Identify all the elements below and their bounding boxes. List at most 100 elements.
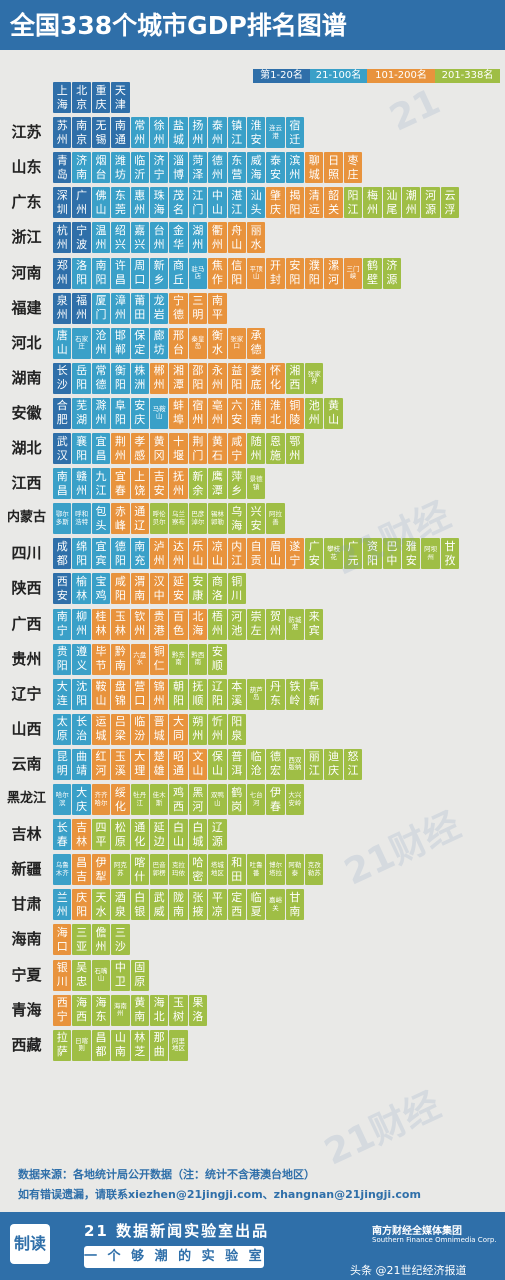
city-cell: 娄底 [246,362,266,394]
city-cell: 舟山 [227,222,246,254]
city-cell: 赣州 [72,468,91,500]
city-cell: 三门峡 [343,257,363,289]
city-cell: 白城 [188,819,208,851]
city-cell: 昆明 [53,748,72,780]
city-cell: 信阳 [227,257,246,289]
city-cell: 青岛 [53,152,72,184]
city-cell: 资阳 [363,538,382,570]
city-cell: 鄂尔 多斯 [53,503,72,535]
city-cell: 邵阳 [188,362,208,394]
city-cell: 贺州 [266,608,285,640]
city-cell: 克拉 玛依 [169,854,188,886]
city-cell: 银川 [53,959,72,991]
city-cell: 怒江 [343,748,363,780]
city-cell: 铁岭 [285,678,305,710]
city-cell: 许昌 [111,257,130,289]
city-cell: 德宏 [266,748,285,780]
city-cell: 随州 [246,433,266,464]
city-cell: 双鸭山 [208,784,227,815]
city-cell: 喀什 [130,854,149,886]
city-cell: 阳江 [343,187,363,219]
city-cell: 昌吉 [72,854,91,886]
city-cell: 七台河 [246,784,266,815]
city-cell: 商洛 [208,573,227,605]
city-cell: 开封 [266,257,285,289]
city-cell: 梧州 [208,608,227,640]
city-cell: 扬州 [188,117,208,149]
city-cell: 潮州 [402,187,421,219]
city-cell: 宁德 [169,292,188,324]
city-cell: 宜昌 [91,433,111,464]
city-cell: 葫芦岛 [246,678,266,710]
city-cell: 临夏 [246,889,266,921]
city-cell: 株洲 [130,362,149,394]
province-label: 河南 [11,263,42,282]
city-cell: 黔西南 [188,643,208,675]
city-cell: 海西 [72,994,91,1026]
province-label: 湖南 [11,368,42,387]
province-label: 浙江 [11,228,42,247]
city-cell: 南通 [111,117,130,149]
city-cell: 黄石 [208,433,227,464]
city-cell: 四平 [91,819,111,851]
city-cell: 绍兴 [111,222,130,254]
city-cell: 枣庄 [343,152,363,184]
city-cell: 中山 [208,187,227,219]
city-cell: 湖州 [188,222,208,254]
city-cell: 榆林 [72,573,91,605]
city-cell: 克孜 勒苏 [305,854,324,886]
city-cell: 清远 [305,187,324,219]
city-cell: 日喀则 [72,1029,91,1061]
city-cell: 河池 [227,608,246,640]
city-cell: 兰州 [53,889,72,921]
city-cell: 鞍山 [91,678,111,710]
city-cell: 贵阳 [53,643,72,675]
city-cell: 柳州 [72,608,91,640]
city-cell: 海东 [91,994,111,1026]
city-cell: 百色 [169,608,188,640]
city-cell: 茂名 [169,187,188,219]
bottom-banner: 制读 21 数据新闻实验室出品 一 个 够 潮 的 实 验 室 南方财经全媒体集… [0,1212,505,1280]
province-label: 青海 [11,1000,42,1019]
city-cell: 儋州 [91,924,111,956]
city-cell: 驻马店 [188,257,208,289]
province-label: 江西 [11,474,42,493]
city-cell: 大连 [53,678,72,710]
city-cell: 宁波 [72,222,91,254]
province-label: 新疆 [11,860,42,879]
city-cell: 武威 [149,889,169,921]
city-cell: 临沧 [246,748,266,780]
city-cell: 黄山 [324,397,343,429]
city-cell: 菏泽 [188,152,208,184]
city-cell: 蚌埠 [169,397,188,429]
city-cell: 阜新 [305,678,324,710]
city-cell: 德阳 [111,538,130,570]
city-cell: 太原 [53,713,72,745]
city-cell: 阿拉善 [266,503,285,535]
city-cell: 眉山 [266,538,285,570]
city-cell: 汉中 [149,573,169,605]
city-cell: 保山 [208,748,227,780]
city-cell: 石家庄 [72,327,91,359]
city-cell: 嘉兴 [130,222,149,254]
city-cell: 吕梁 [111,713,130,745]
city-cell: 新余 [188,468,208,500]
city-cell: 邢台 [169,327,188,359]
city-cell: 丽江 [305,748,324,780]
city-cell: 昌都 [91,1029,111,1061]
city-cell: 定西 [227,889,246,921]
city-cell: 阳泉 [227,713,246,745]
city-cell: 嘉峪关 [266,889,285,921]
city-cell: 河源 [421,187,440,219]
city-cell: 宝鸡 [91,573,111,605]
city-cell: 鹤壁 [363,257,382,289]
province-label: 云南 [11,754,42,773]
city-cell: 聊城 [305,152,324,184]
city-cell: 攀枝花 [324,538,343,570]
city-cell: 泉州 [53,292,72,324]
city-cell: 凉山 [208,538,227,570]
city-cell: 衡阳 [111,362,130,394]
city-cell: 乌兰 察布 [169,503,188,535]
city-cell: 十堰 [169,433,188,464]
city-cell: 江门 [188,187,208,219]
